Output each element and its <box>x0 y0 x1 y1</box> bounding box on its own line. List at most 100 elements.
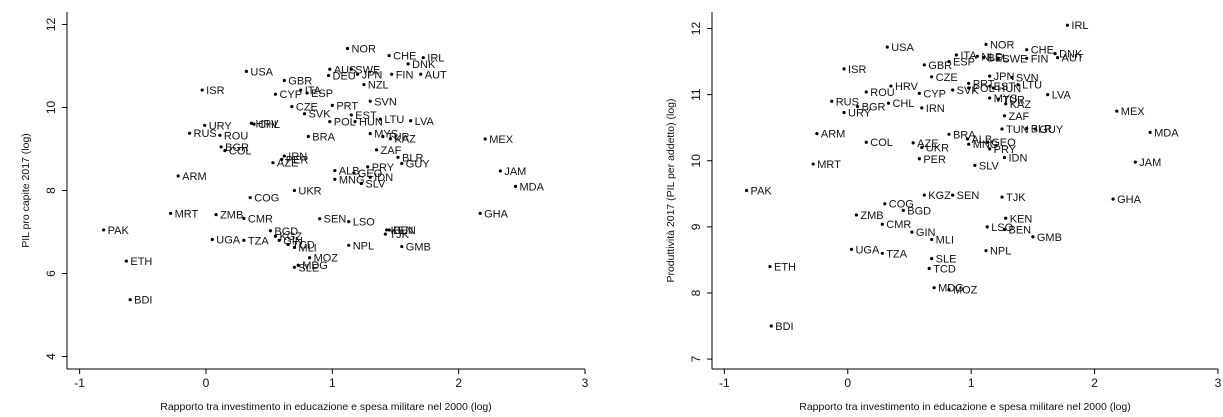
data-point-eth <box>124 259 128 263</box>
data-point-ken <box>385 228 389 232</box>
point-label-pry: PRY <box>994 144 1017 156</box>
point-label-cyp: CYP <box>923 88 946 100</box>
point-label-svn: SVN <box>1016 72 1039 84</box>
data-point-slv <box>973 163 977 167</box>
data-point-cyp <box>273 92 278 96</box>
data-point-bra <box>306 134 310 139</box>
point-label-bra: BRA <box>953 129 976 141</box>
data-point-moz <box>947 288 951 292</box>
data-point-mng <box>967 142 971 146</box>
point-label-che: CHE <box>393 51 416 63</box>
point-label-hun: HUN <box>359 117 383 129</box>
point-label-jpn: JPN <box>362 69 383 81</box>
point-label-pak: PAK <box>108 225 130 237</box>
point-label-tza: TZA <box>248 235 269 247</box>
data-point-tun <box>1000 127 1004 131</box>
data-point-mys <box>988 96 992 100</box>
data-point-chl <box>252 122 256 126</box>
data-point-usa <box>244 69 249 73</box>
data-point-blr <box>396 155 400 159</box>
data-point-cze <box>290 105 294 109</box>
data-point-svk <box>302 112 307 116</box>
data-point-irl <box>421 56 425 60</box>
point-label-gbr: GBR <box>288 75 312 87</box>
point-label-hun: HUN <box>997 83 1021 95</box>
x-tick-label: 1 <box>968 376 975 390</box>
point-label-mda: MDA <box>1154 127 1179 139</box>
data-point-che <box>387 53 391 58</box>
point-label-lso: LSO <box>991 222 1013 234</box>
data-point-geo <box>352 171 356 175</box>
data-point-fin <box>1025 56 1029 60</box>
data-point-ita <box>299 88 303 92</box>
point-label-idn: IDN <box>374 172 393 184</box>
data-point-mdg <box>932 286 936 290</box>
x-tick-label: -1 <box>74 376 85 390</box>
data-point-jpn <box>988 74 992 78</box>
data-point-sle <box>292 265 297 269</box>
data-point-mli <box>292 245 297 249</box>
data-point-pak <box>744 188 749 193</box>
data-point-ury <box>203 123 207 127</box>
data-point-blr <box>1025 126 1029 130</box>
data-point-tjk <box>383 232 387 236</box>
data-point-pol <box>967 86 971 90</box>
point-label-swe: SWE <box>355 64 380 76</box>
data-point-kaz <box>388 137 393 141</box>
data-point-bdi <box>769 324 773 328</box>
point-label-fin: FIN <box>396 69 414 81</box>
data-point-cog <box>248 195 252 200</box>
point-label-irl: IRL <box>1071 20 1088 32</box>
point-label-pry: PRY <box>372 162 395 174</box>
data-point-alb <box>965 137 970 141</box>
point-label-sle: SLE <box>298 262 319 274</box>
data-point-mys <box>368 132 372 136</box>
data-point-gmb <box>1031 235 1035 239</box>
point-label-mys: MYS <box>374 129 398 141</box>
point-label-idn: IDN <box>1008 152 1027 164</box>
point-label-tcd: TCD <box>292 239 315 251</box>
data-point-prt <box>967 81 971 85</box>
point-label-bgr: BGR <box>862 102 886 114</box>
data-point-svn <box>1010 75 1014 80</box>
data-point-rou <box>864 90 868 94</box>
data-point-swe <box>349 67 353 71</box>
data-point-prt <box>330 103 334 108</box>
data-point-isr <box>200 88 204 92</box>
point-label-chl: CHL <box>258 119 280 131</box>
point-label-arm: ARM <box>821 129 845 141</box>
point-label-bdi: BDI <box>134 295 152 307</box>
data-point-mrt <box>169 211 173 215</box>
point-label-cze: CZE <box>296 102 318 114</box>
data-point-cmr <box>242 216 246 220</box>
data-point-ita <box>954 53 958 57</box>
point-label-rou: ROU <box>224 130 249 142</box>
data-point-uga <box>210 237 214 242</box>
point-label-mli: MLI <box>298 242 316 254</box>
point-label-mng: MNG <box>973 139 999 151</box>
data-point-hun <box>991 86 995 90</box>
point-label-kgz: KGZ <box>928 190 951 202</box>
data-point-bgd <box>268 229 273 233</box>
point-label-gbr: GBR <box>928 60 952 72</box>
point-label-nld: NLD <box>981 51 1003 63</box>
point-label-per: PER <box>286 154 309 166</box>
data-point-pol <box>328 119 332 124</box>
point-label-mli: MLI <box>936 234 954 246</box>
point-label-hrv: HRV <box>255 118 279 130</box>
data-point-tjk <box>1000 195 1004 199</box>
point-label-esp: ESP <box>311 88 333 100</box>
point-label-blr: BLR <box>1031 123 1052 135</box>
point-label-per: PER <box>923 154 946 166</box>
point-label-rou: ROU <box>870 87 895 99</box>
x-axis-title: Rapporto tra investimento in educazione … <box>799 401 1131 413</box>
point-label-uga: UGA <box>855 244 880 256</box>
data-point-irl <box>1065 23 1070 27</box>
point-label-zaf: ZAF <box>381 145 402 157</box>
point-label-ury: URY <box>848 107 872 119</box>
data-point-lso <box>347 220 351 224</box>
data-point-gha <box>478 211 482 215</box>
point-label-blr: BLR <box>402 152 423 164</box>
data-point-nzl <box>362 83 366 87</box>
